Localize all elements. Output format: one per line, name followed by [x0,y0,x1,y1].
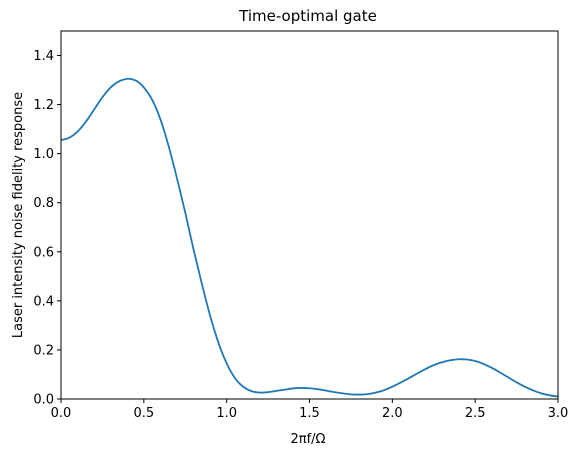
axis-tick-layer: 0.0 0.5 1.0 1.5 2.0 2.5 3.0 0.0 0.2 0.4 0.6 0.8 1.0 1… [33,49,568,421]
x-axis-label: 2πf/Ω [291,432,326,447]
y-axis-label: Laser intensity noise fidelity response [11,92,26,338]
x-tick-label: 3.0 [548,406,569,421]
y-tick-label: 0.8 [33,196,54,211]
x-tick-label: 1.0 [216,406,237,421]
series-line-0 [60,77,559,398]
x-tick-label: 2.5 [465,406,486,421]
y-tick-label: 1.0 [33,147,54,162]
x-tick-label: 2.0 [382,406,403,421]
x-tick-label: 0.0 [51,406,72,421]
x-tick-label: 0.5 [133,406,154,421]
series-line-layer [60,77,559,398]
y-tick-label: 0.2 [33,343,54,358]
y-tick-label: 0.6 [33,245,54,260]
x-tick-label: 1.5 [299,406,320,421]
y-tick-label: 0.4 [33,294,54,309]
y-tick-label: 1.2 [33,98,54,113]
y-tick-label: 0.0 [33,393,54,408]
plot-area-frame [60,30,559,400]
chart-title: Time-optimal gate [238,7,377,25]
y-tick-label: 1.4 [33,49,54,64]
